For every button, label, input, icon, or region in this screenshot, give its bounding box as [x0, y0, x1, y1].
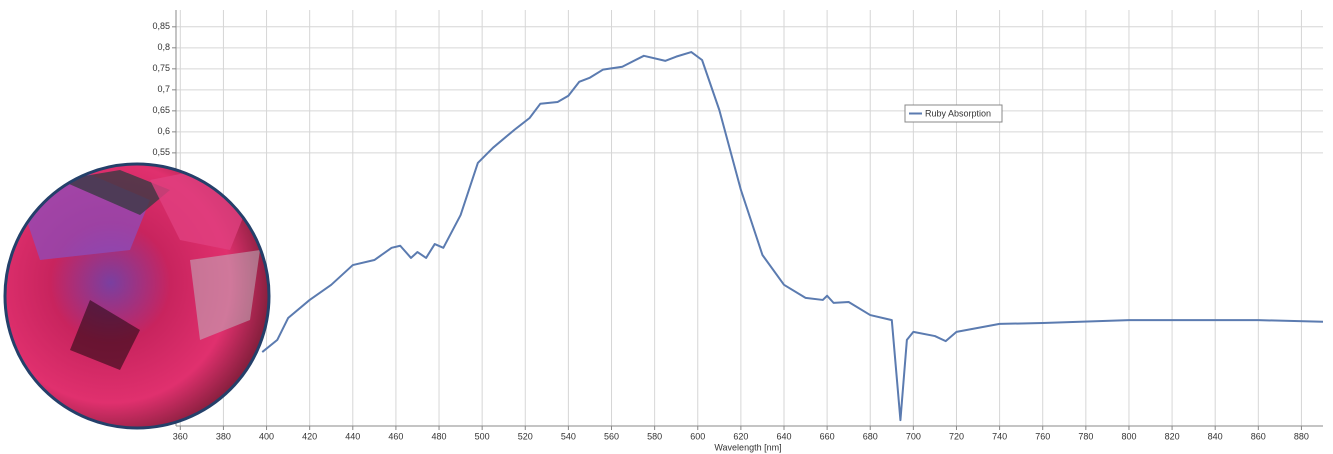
- y-tick-label: 0,85: [152, 21, 170, 31]
- x-tick-label: 860: [1251, 431, 1266, 441]
- x-tick-label: 480: [432, 431, 447, 441]
- legend: Ruby Absorption: [904, 104, 1003, 123]
- x-tick-label: 380: [216, 431, 231, 441]
- x-tick-label: 780: [1078, 431, 1093, 441]
- x-tick-label: 600: [690, 431, 705, 441]
- y-tick-label: 0,7: [157, 84, 170, 94]
- x-tick-label: 700: [906, 431, 921, 441]
- x-tick-label: 800: [1121, 431, 1136, 441]
- x-tick-label: 360: [173, 431, 188, 441]
- legend-label: Ruby Absorption: [925, 108, 991, 118]
- y-tick-label: 0,8: [157, 42, 170, 52]
- x-tick-label: 520: [518, 431, 533, 441]
- x-tick-label: 540: [561, 431, 576, 441]
- line: [261, 51, 1324, 422]
- x-tick-label: 560: [604, 431, 619, 441]
- x-tick-label: 680: [863, 431, 878, 441]
- x-tick-label: 620: [733, 431, 748, 441]
- x-tick-label: 740: [992, 431, 1007, 441]
- photo: [3, 162, 271, 430]
- x-tick-label: 420: [302, 431, 317, 441]
- x-tick-label: 400: [259, 431, 274, 441]
- y-tick-label: 0,65: [152, 105, 170, 115]
- x-tick-label: 460: [388, 431, 403, 441]
- x-tick-label: 880: [1294, 431, 1309, 441]
- x-tick-label: 820: [1165, 431, 1180, 441]
- y-tick-label: 0,75: [152, 63, 170, 73]
- x-tick-label: 640: [776, 431, 791, 441]
- y-tick-label: 0,6: [157, 126, 170, 136]
- x-tick-label: 500: [475, 431, 490, 441]
- x-tick-label: 660: [820, 431, 835, 441]
- x-axis-label: Wavelength [nm]: [714, 442, 781, 452]
- x-tick-label: 760: [1035, 431, 1050, 441]
- x-tick-label: 580: [647, 431, 662, 441]
- x-tick-label: 720: [949, 431, 964, 441]
- x-tick-label: 440: [345, 431, 360, 441]
- y-tick-label: 0,55: [152, 147, 170, 157]
- x-tick-label: 840: [1208, 431, 1223, 441]
